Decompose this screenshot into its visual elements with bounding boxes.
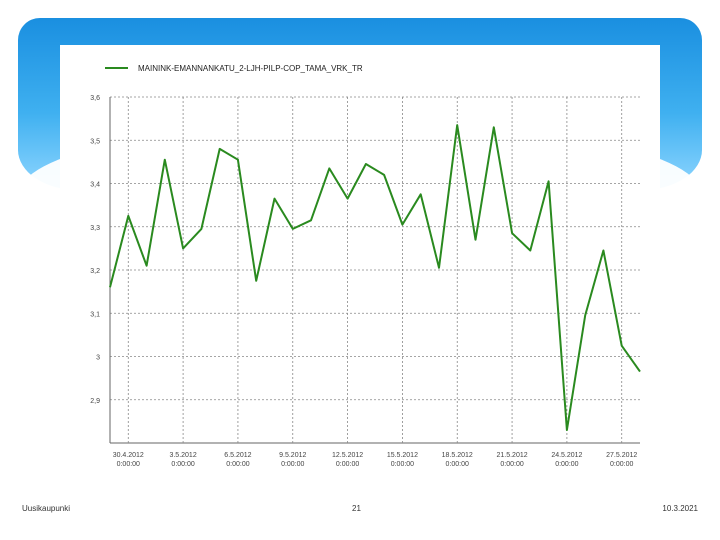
x-tick-date-label: 3.5.2012 — [169, 452, 196, 459]
x-tick-time-label: 0:00:00 — [281, 461, 304, 468]
y-tick-label: 3,2 — [90, 268, 100, 275]
footer-date: 10.3.2021 — [662, 504, 698, 513]
x-tick-date-label: 12.5.2012 — [332, 452, 363, 459]
x-tick-time-label: 0:00:00 — [610, 461, 633, 468]
x-tick-date-label: 21.5.2012 — [496, 452, 527, 459]
x-tick-date-label: 24.5.2012 — [551, 452, 582, 459]
y-tick-label: 3,6 — [90, 95, 100, 102]
x-tick-time-label: 0:00:00 — [226, 461, 249, 468]
x-tick-time-label: 0:00:00 — [446, 461, 469, 468]
x-tick-date-label: 9.5.2012 — [279, 452, 306, 459]
x-tick-date-label: 18.5.2012 — [442, 452, 473, 459]
footer-location: Uusikaupunki — [22, 504, 71, 513]
footer-page-number: 21 — [352, 504, 361, 513]
chart-panel: MAININK-EMANNANKATU_2-LJH-PILP-COP_TAMA_… — [60, 45, 660, 475]
x-tick-date-label: 27.5.2012 — [606, 452, 637, 459]
x-tick-date-label: 30.4.2012 — [113, 452, 144, 459]
x-tick-time-label: 0:00:00 — [336, 461, 359, 468]
x-tick-date-label: 6.5.2012 — [224, 452, 251, 459]
y-tick-label: 3,3 — [90, 225, 100, 232]
x-tick-time-label: 0:00:00 — [500, 461, 523, 468]
y-tick-label: 3,5 — [90, 138, 100, 145]
x-tick-time-label: 0:00:00 — [555, 461, 578, 468]
x-tick-time-label: 0:00:00 — [391, 461, 414, 468]
x-tick-time-label: 0:00:00 — [171, 461, 194, 468]
y-tick-label: 3,1 — [90, 311, 100, 318]
y-tick-label: 3 — [96, 355, 100, 362]
x-tick-time-label: 0:00:00 — [117, 461, 140, 468]
y-tick-label: 3,4 — [90, 182, 100, 189]
line-chart: MAININK-EMANNANKATU_2-LJH-PILP-COP_TAMA_… — [90, 64, 641, 468]
y-tick-label: 2,9 — [90, 398, 100, 405]
legend-label: MAININK-EMANNANKATU_2-LJH-PILP-COP_TAMA_… — [138, 64, 363, 73]
series-line — [109, 124, 641, 431]
x-tick-date-label: 15.5.2012 — [387, 452, 418, 459]
